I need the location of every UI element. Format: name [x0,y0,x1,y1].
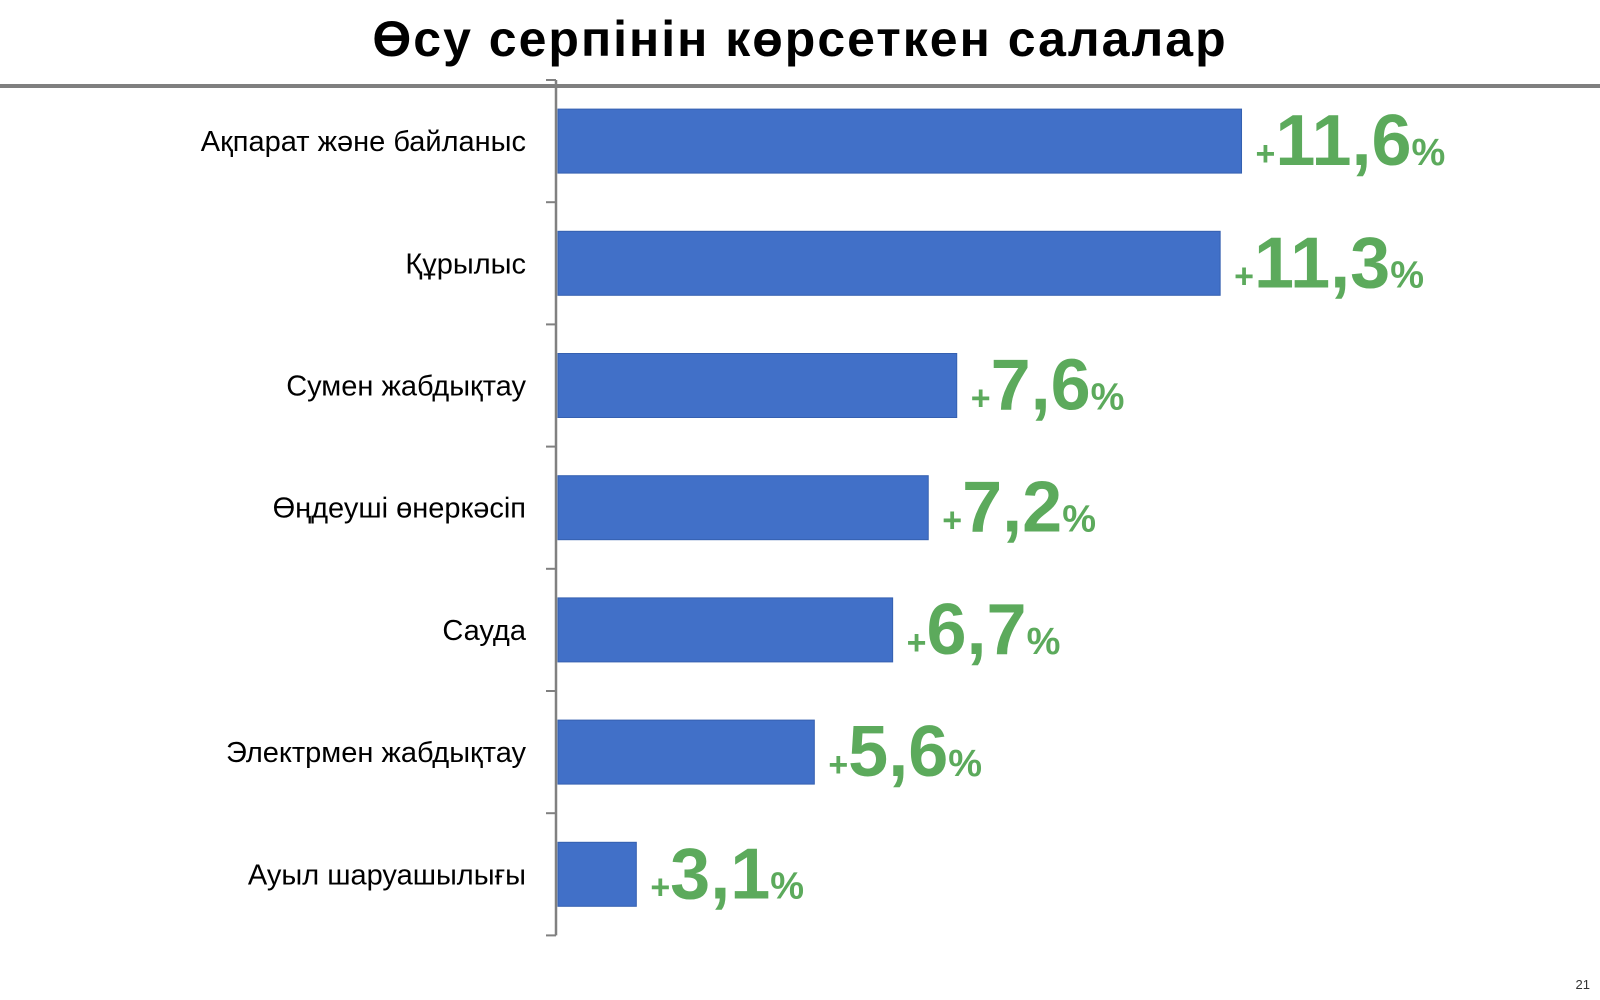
bar [557,719,815,785]
data-label-value: 7,6 [991,346,1091,426]
data-label-value: 6,7 [926,590,1026,670]
data-label: +7,2% [942,468,1096,548]
bar [557,230,1221,296]
bar [557,475,929,541]
data-label-suffix: % [948,743,982,785]
data-label: +11,3% [1234,223,1424,303]
data-label-prefix: + [1234,257,1254,295]
data-label-value: 7,2 [962,468,1062,548]
data-label-value: 5,6 [848,712,948,792]
data-label-prefix: + [907,624,927,662]
category-label: Ақпарат және байланыс [201,126,526,158]
data-label-suffix: % [770,865,804,907]
bar [557,597,894,663]
category-label: Ауыл шаруашылығы [248,859,526,891]
data-label: +7,6% [971,346,1125,426]
data-label-suffix: % [1027,621,1061,663]
data-label-suffix: % [1062,499,1096,541]
category-label: Сумен жабдықтау [286,371,526,403]
category-label: Сауда [442,615,527,647]
category-label: Электрмен жабдықтау [226,737,527,769]
bar [557,108,1243,174]
data-label: +3,1% [650,834,804,914]
category-label: Құрылыс [405,248,526,280]
bar [557,841,637,907]
data-label-value: 3,1 [670,834,770,914]
data-label-prefix: + [650,868,670,906]
data-label-value: 11,6 [1275,101,1411,181]
data-label: +5,6% [828,712,982,792]
data-label-suffix: % [1091,377,1125,419]
data-label-suffix: % [1390,254,1424,296]
page-number: 21 [1575,977,1590,992]
data-label-value: 11,3 [1254,223,1390,303]
data-label-prefix: + [971,380,991,418]
data-label-prefix: + [1256,135,1276,173]
data-label: +11,6% [1256,101,1446,181]
bar [557,353,958,418]
data-label-suffix: % [1412,132,1446,174]
page-title: Өсу серпінін көрсеткен салалар [372,11,1228,67]
data-label: +6,7% [907,590,1061,670]
data-label-prefix: + [828,746,848,784]
title-divider [0,84,1600,88]
data-label-prefix: + [942,502,962,540]
category-label: Өңдеуші өнеркәсіп [273,493,526,525]
